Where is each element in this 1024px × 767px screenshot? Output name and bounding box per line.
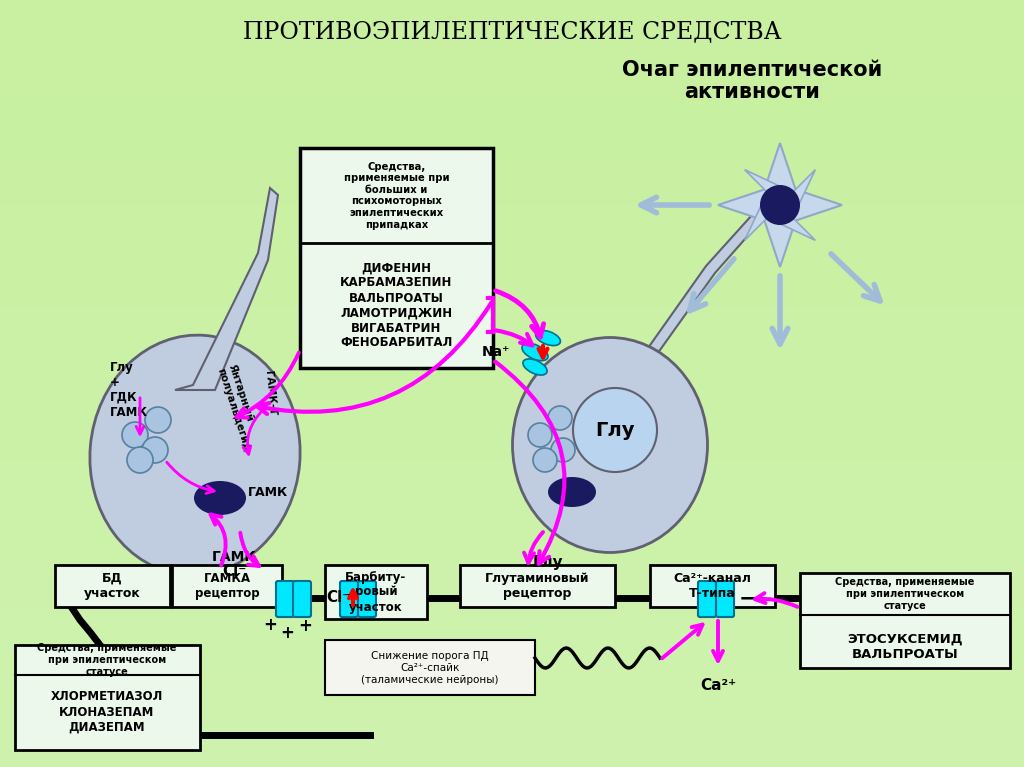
Bar: [0, 358, 1024, 409]
Text: ДИФЕНИН
КАРБАМАЗЕПИН
ВАЛЬПРОАТЫ
ЛАМОТРИДЖИН
ВИГАБАТРИН
ФЕНОБАРБИТАЛ: ДИФЕНИН КАРБАМАЗЕПИН ВАЛЬПРОАТЫ ЛАМОТРИД…: [340, 262, 453, 350]
Bar: [172, 565, 282, 607]
Bar: [0, 102, 1024, 153]
Text: БД
участок: БД участок: [84, 572, 140, 600]
Circle shape: [573, 388, 657, 472]
Text: Очаг эпилептической: Очаг эпилептической: [622, 60, 882, 80]
Bar: [0, 512, 1024, 562]
Bar: [0, 205, 1024, 255]
Text: Янтарный
полуальдегид: Янтарный полуальдегид: [215, 364, 262, 453]
Text: ГАМК-Т: ГАМК-Т: [263, 370, 276, 416]
Text: Глутаминовый
рецептор: Глутаминовый рецептор: [484, 572, 589, 600]
Ellipse shape: [536, 331, 560, 346]
Text: ГАМКА
рецептор: ГАМКА рецептор: [195, 572, 259, 600]
Text: Средства, применяемые
при эпилептическом
статусе: Средства, применяемые при эпилептическом…: [37, 644, 177, 676]
Bar: [650, 565, 775, 607]
FancyBboxPatch shape: [293, 581, 311, 617]
Text: Ca²⁺-канал
Т-типа: Ca²⁺-канал Т-типа: [673, 572, 751, 600]
Bar: [325, 640, 535, 695]
Text: ХЛОРМЕТИАЗОЛ
КЛОНАЗЕПАМ
ДИАЗЕПАМ: ХЛОРМЕТИАЗОЛ КЛОНАЗЕПАМ ДИАЗЕПАМ: [51, 690, 163, 733]
Ellipse shape: [194, 481, 246, 515]
Text: Снижение порога ПД
Ca²⁺-спайк
(таламические нейроны): Снижение порога ПД Ca²⁺-спайк (таламичес…: [361, 651, 499, 685]
Polygon shape: [718, 143, 842, 267]
Bar: [0, 51, 1024, 102]
Bar: [0, 255, 1024, 307]
Circle shape: [122, 422, 148, 448]
Text: +: +: [298, 617, 312, 635]
Circle shape: [528, 423, 552, 447]
Ellipse shape: [512, 337, 708, 552]
Circle shape: [760, 185, 800, 225]
Text: Na⁺: Na⁺: [481, 345, 510, 359]
Bar: [0, 0, 1024, 51]
Bar: [800, 573, 1010, 668]
Bar: [300, 148, 493, 368]
Bar: [0, 307, 1024, 358]
Text: Средства,
применяемые при
больших и
психомоторных
эпилептических
припадках: Средства, применяемые при больших и псих…: [344, 162, 450, 229]
Bar: [0, 153, 1024, 205]
Circle shape: [551, 438, 575, 462]
Bar: [0, 716, 1024, 767]
Text: Cl⁻: Cl⁻: [222, 565, 246, 580]
Bar: [0, 614, 1024, 665]
Ellipse shape: [90, 335, 300, 575]
Bar: [325, 565, 427, 619]
Text: Средства, применяемые
при эпилептическом
статусе: Средства, применяемые при эпилептическом…: [836, 578, 975, 611]
FancyBboxPatch shape: [358, 581, 376, 617]
Ellipse shape: [548, 477, 596, 507]
Text: Глу: Глу: [532, 555, 563, 570]
Ellipse shape: [522, 344, 548, 360]
Circle shape: [142, 437, 168, 463]
Bar: [0, 409, 1024, 460]
Bar: [15, 645, 200, 750]
Polygon shape: [648, 215, 760, 360]
Bar: [460, 565, 615, 607]
Polygon shape: [744, 170, 815, 240]
Polygon shape: [175, 188, 278, 390]
Bar: [55, 565, 170, 607]
Text: Барбиту-
ровый
участок: Барбиту- ровый участок: [345, 571, 407, 614]
Text: ГАМК: ГАМК: [248, 486, 288, 499]
Text: активности: активности: [684, 82, 820, 102]
FancyBboxPatch shape: [340, 581, 358, 617]
Bar: [0, 460, 1024, 512]
Text: Ca²⁺: Ca²⁺: [700, 677, 736, 693]
Circle shape: [127, 447, 153, 473]
Text: +: +: [263, 616, 276, 634]
Ellipse shape: [523, 359, 547, 375]
Text: ГАМК: ГАМК: [212, 550, 256, 564]
Text: −: −: [738, 588, 758, 608]
FancyBboxPatch shape: [276, 581, 294, 617]
Text: Глу
+
ГДК
ГАМК: Глу + ГДК ГАМК: [110, 361, 148, 419]
Text: Глу: Глу: [595, 420, 635, 439]
Text: +: +: [280, 624, 294, 642]
Circle shape: [548, 406, 572, 430]
Text: ЭТОСУКСЕМИД
ВАЛЬПРОАТЫ: ЭТОСУКСЕМИД ВАЛЬПРОАТЫ: [847, 633, 963, 661]
Bar: [0, 665, 1024, 716]
FancyBboxPatch shape: [716, 581, 734, 617]
Circle shape: [145, 407, 171, 433]
Circle shape: [534, 448, 557, 472]
Bar: [0, 562, 1024, 614]
FancyBboxPatch shape: [698, 581, 716, 617]
Text: Cl⁻: Cl⁻: [326, 590, 350, 604]
Text: ПРОТИВОЭПИЛЕПТИЧЕСКИЕ СРЕДСТВА: ПРОТИВОЭПИЛЕПТИЧЕСКИЕ СРЕДСТВА: [243, 21, 781, 44]
